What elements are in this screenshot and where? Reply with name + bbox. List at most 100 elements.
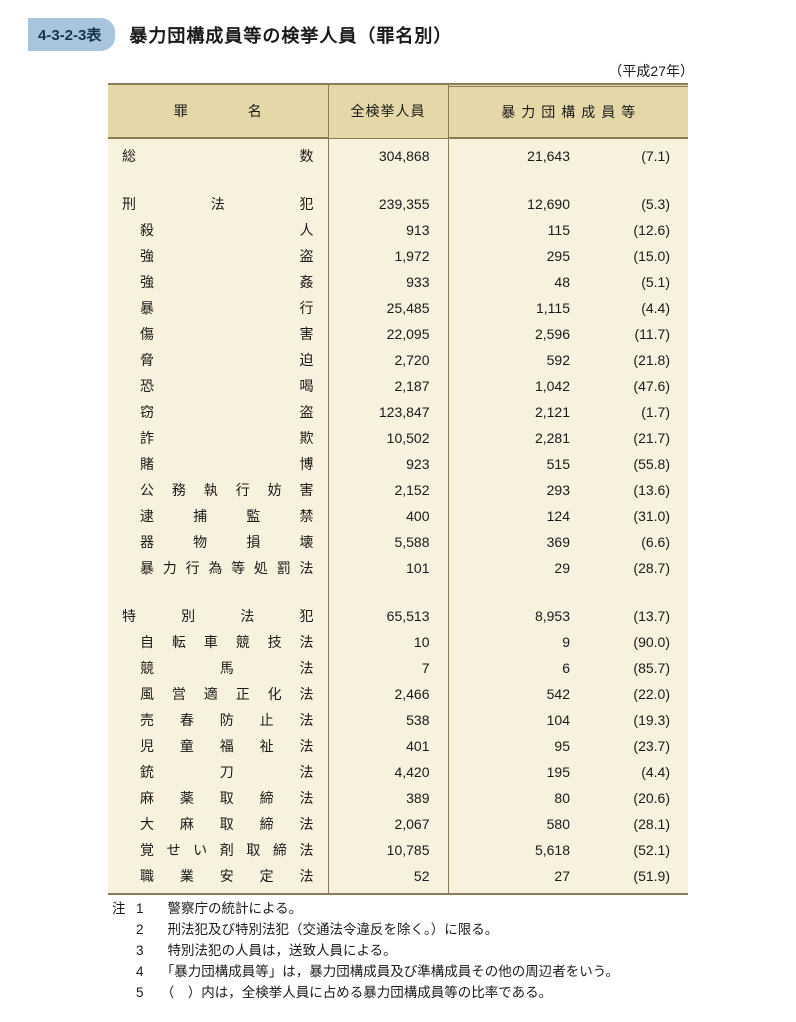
total-value: 7 [328,655,448,681]
table-row: 職業安定法5227(51.9) [108,863,688,894]
pct-value: (5.3) [578,191,688,217]
table-row: 暴行25,4851,115(4.4) [108,295,688,321]
gang-value: 515 [448,451,578,477]
pct-value: (21.7) [578,425,688,451]
total-value: 2,067 [328,811,448,837]
table-number-tag: 4-3-2-3表 [28,18,115,51]
total-value: 1,972 [328,243,448,269]
total-value: 123,847 [328,399,448,425]
table-row: 恐喝2,1871,042(47.6) [108,373,688,399]
crime-name: 覚せい剤取締法 [108,837,328,863]
title-row: 4-3-2-3表 暴力団構成員等の検挙人員（罪名別） [28,18,768,51]
crime-name: 傷害 [108,321,328,347]
table-row: 銃刀法4,420195(4.4) [108,759,688,785]
gang-value: 2,281 [448,425,578,451]
crime-name: 強姦 [108,269,328,295]
pct-value: (85.7) [578,655,688,681]
total-value: 913 [328,217,448,243]
table-row: 麻薬取締法38980(20.6) [108,785,688,811]
footnotes: 注1 警察庁の統計による。2 刑法犯及び特別法犯（交通法令違反を除く。）に限る。… [112,899,768,1004]
table-row: 売春防止法538104(19.3) [108,707,688,733]
total-value: 2,720 [328,347,448,373]
col-crime-header: 罪名 [108,84,328,138]
pct-value: (51.9) [578,863,688,894]
crime-name: 公務執行妨害 [108,477,328,503]
total-value: 22,095 [328,321,448,347]
gang-value: 29 [448,555,578,581]
gang-value: 6 [448,655,578,681]
crime-name: 職業安定法 [108,863,328,894]
gang-value: 80 [448,785,578,811]
crime-name: 大麻取締法 [108,811,328,837]
gang-value: 369 [448,529,578,555]
pct-value: (6.6) [578,529,688,555]
total-value: 10,502 [328,425,448,451]
crime-name: 銃刀法 [108,759,328,785]
footnote-line: 注1 警察庁の統計による。 [112,899,768,920]
crime-name: 麻薬取締法 [108,785,328,811]
pct-value: (19.3) [578,707,688,733]
gang-value: 195 [448,759,578,785]
total-value: 239,355 [328,191,448,217]
crime-name: 刑法犯 [108,191,328,217]
gang-value: 592 [448,347,578,373]
pct-value: (12.6) [578,217,688,243]
pct-value: (21.8) [578,347,688,373]
footnote-line: 2 刑法犯及び特別法犯（交通法令違反を除く。）に限る。 [112,920,768,941]
table-row: 窃盗123,8472,121(1.7) [108,399,688,425]
table-row: 器物損壊5,588369(6.6) [108,529,688,555]
crime-name: 逮捕監禁 [108,503,328,529]
crime-name: 脅迫 [108,347,328,373]
total-value: 923 [328,451,448,477]
gang-value: 95 [448,733,578,759]
total-value: 2,187 [328,373,448,399]
crime-name: 賭博 [108,451,328,477]
gang-value: 5,618 [448,837,578,863]
table-row: 総数304,86821,643(7.1) [108,138,688,169]
total-value: 10 [328,629,448,655]
table-row [108,169,688,191]
footnote-line: 4 「暴力団構成員等」は，暴力団構成員及び準構成員その他の周辺者をいう。 [112,962,768,983]
total-value: 5,588 [328,529,448,555]
pct-value: (4.4) [578,295,688,321]
gang-value: 2,596 [448,321,578,347]
pct-value: (23.7) [578,733,688,759]
crime-name: 売春防止法 [108,707,328,733]
crime-name: 窃盗 [108,399,328,425]
crime-name: 総数 [108,138,328,169]
col-gang-header: 暴力団構成員等 [448,86,688,138]
pct-value: (52.1) [578,837,688,863]
pct-value: (13.6) [578,477,688,503]
table-row: 強姦93348(5.1) [108,269,688,295]
table-row: 風営適正化法2,466542(22.0) [108,681,688,707]
pct-value: (55.8) [578,451,688,477]
gang-value: 104 [448,707,578,733]
pct-value: (47.6) [578,373,688,399]
total-value: 4,420 [328,759,448,785]
total-value: 101 [328,555,448,581]
total-value: 65,513 [328,603,448,629]
pct-value: (28.1) [578,811,688,837]
crime-name: 暴力行為等処罰法 [108,555,328,581]
table-row: 刑法犯239,35512,690(5.3) [108,191,688,217]
gang-value: 295 [448,243,578,269]
gang-value: 1,115 [448,295,578,321]
gang-value: 48 [448,269,578,295]
total-value: 538 [328,707,448,733]
crime-name: 詐欺 [108,425,328,451]
table-row: 殺人913115(12.6) [108,217,688,243]
table-row: 暴力行為等処罰法10129(28.7) [108,555,688,581]
table-row: 賭博923515(55.8) [108,451,688,477]
gang-value: 21,643 [448,138,578,169]
crime-name: 児童福祉法 [108,733,328,759]
gang-value: 8,953 [448,603,578,629]
table-title: 暴力団構成員等の検挙人員（罪名別） [129,22,452,48]
crime-name: 特別法犯 [108,603,328,629]
pct-value: (7.1) [578,138,688,169]
pct-value: (5.1) [578,269,688,295]
table-row: 大麻取締法2,067580(28.1) [108,811,688,837]
crime-name: 強盗 [108,243,328,269]
pct-value: (15.0) [578,243,688,269]
gang-value: 2,121 [448,399,578,425]
pct-value: (31.0) [578,503,688,529]
